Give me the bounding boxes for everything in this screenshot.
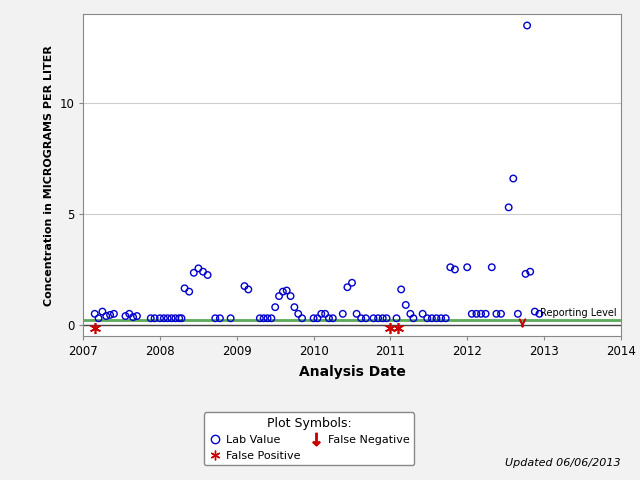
Point <box>184 288 195 296</box>
Point <box>163 314 173 322</box>
Point <box>445 264 456 271</box>
Point <box>270 303 280 311</box>
Point <box>124 310 134 318</box>
Point <box>525 268 535 276</box>
Point <box>492 310 502 318</box>
Point <box>422 314 433 322</box>
Point <box>427 314 437 322</box>
Point <box>274 292 284 300</box>
Point <box>297 314 307 322</box>
Point <box>530 308 540 315</box>
Point <box>225 314 236 322</box>
Point <box>262 314 273 322</box>
Point <box>266 314 276 322</box>
Point <box>128 313 138 321</box>
Point <box>361 314 371 322</box>
Point <box>146 314 156 322</box>
Point <box>378 314 388 322</box>
Point <box>210 314 220 322</box>
Point <box>436 314 446 322</box>
Point <box>405 310 415 318</box>
Point <box>239 282 250 290</box>
Y-axis label: Concentration in MICROGRAMS PER LITER: Concentration in MICROGRAMS PER LITER <box>44 45 54 306</box>
Point <box>496 310 506 318</box>
Point <box>440 314 451 322</box>
Point <box>174 314 184 322</box>
Point <box>278 288 288 296</box>
Point <box>101 312 111 320</box>
Point <box>155 314 165 322</box>
Point <box>338 310 348 318</box>
Point <box>369 314 379 322</box>
Point <box>132 312 142 320</box>
Point <box>462 264 472 271</box>
Point <box>320 310 330 318</box>
Point <box>486 264 497 271</box>
Point <box>534 310 545 318</box>
Point <box>166 314 177 322</box>
Point <box>282 287 292 294</box>
Point <box>504 204 514 211</box>
Point <box>408 314 419 322</box>
Point <box>193 264 204 272</box>
Point <box>289 303 300 311</box>
Point <box>105 311 115 319</box>
Point <box>285 292 296 300</box>
Point <box>308 314 319 322</box>
Point <box>508 175 518 182</box>
Point <box>513 310 523 318</box>
Point <box>324 314 334 322</box>
Point <box>520 270 531 278</box>
Point <box>109 310 119 318</box>
Point <box>150 314 160 322</box>
Point <box>97 308 108 315</box>
X-axis label: Analysis Date: Analysis Date <box>299 365 405 379</box>
Point <box>202 271 212 279</box>
Point <box>255 314 265 322</box>
Point <box>476 310 486 318</box>
Point <box>450 265 460 273</box>
Point <box>312 314 323 322</box>
Point <box>243 286 253 293</box>
Point <box>90 310 100 318</box>
Point <box>373 314 383 322</box>
Point <box>431 314 442 322</box>
Point <box>401 301 411 309</box>
Point <box>522 22 532 29</box>
Point <box>328 314 338 322</box>
Point <box>293 310 303 318</box>
Point <box>189 269 199 276</box>
Point <box>471 310 481 318</box>
Point <box>316 310 326 318</box>
Point <box>392 314 402 322</box>
Point <box>170 314 180 322</box>
Text: Updated 06/06/2013: Updated 06/06/2013 <box>505 458 621 468</box>
Text: Reporting Level: Reporting Level <box>540 308 616 318</box>
Point <box>417 310 428 318</box>
Point <box>259 314 269 322</box>
Point <box>177 314 187 322</box>
Point <box>120 312 131 320</box>
Point <box>351 310 362 318</box>
Point <box>356 314 366 322</box>
Point <box>481 310 491 318</box>
Point <box>215 314 225 322</box>
Point <box>93 314 104 322</box>
Point <box>198 268 208 276</box>
Legend: Lab Value, False Positive, False Negative: Lab Value, False Positive, False Negativ… <box>204 412 414 465</box>
Point <box>179 285 189 292</box>
Point <box>396 286 406 293</box>
Point <box>467 310 477 318</box>
Point <box>347 279 357 287</box>
Point <box>381 314 392 322</box>
Point <box>159 314 169 322</box>
Point <box>342 283 353 291</box>
